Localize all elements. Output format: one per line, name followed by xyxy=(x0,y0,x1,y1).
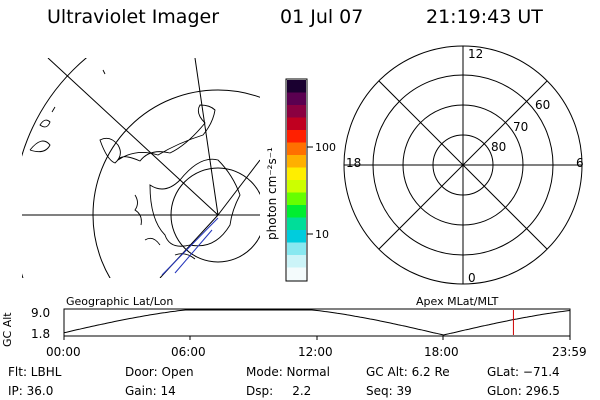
altitude-xtick-3: 18:00 xyxy=(424,345,459,359)
mlat-label-80: 80 xyxy=(491,140,507,154)
meridian-diagonal-1 xyxy=(47,58,219,216)
coastline-antarctica xyxy=(149,158,241,247)
coastline-fragments xyxy=(134,194,196,260)
status-ip: IP: 36.0 xyxy=(8,384,54,398)
mlt-label-6: 6 xyxy=(576,156,584,170)
instrument-title: Ultraviolet Imager xyxy=(47,6,220,28)
date-label: 01 Jul 07 xyxy=(280,6,364,28)
status-seq: Seq: 39 xyxy=(366,384,412,398)
time-label: 21:19:43 UT xyxy=(426,6,543,28)
colorbar-swatch xyxy=(287,92,306,106)
mlt-label-18: 18 xyxy=(346,156,362,170)
status-gc-alt: GC Alt: 6.2 Re xyxy=(366,365,450,379)
colorbar-swatch xyxy=(287,80,306,93)
mlt-label-0: 0 xyxy=(468,271,476,285)
mlt-label-12: 12 xyxy=(468,47,484,61)
altitude-ytick-max: 9.0 xyxy=(31,306,51,320)
altitude-xtick-2: 12:00 xyxy=(298,345,333,359)
status-glon: GLon: 296.5 xyxy=(487,384,560,398)
apex-caption: Apex MLat/MLT xyxy=(416,295,499,308)
status-gain: Gain: 14 xyxy=(125,384,176,398)
colorbar-swatch xyxy=(287,205,306,218)
colorbar-tick-label-100: 100 xyxy=(315,141,336,154)
coastline-islands xyxy=(99,69,121,164)
polar-diagonal-2 xyxy=(378,80,548,250)
colorbar-swatch xyxy=(287,192,306,206)
altitude-xtick-4: 23:59 xyxy=(552,345,587,359)
colorbar-swatch xyxy=(287,105,306,118)
altitude-xtick-1: 06:00 xyxy=(171,345,206,359)
altitude-axis-label: GC Alt xyxy=(1,312,14,347)
colorbar-swatch xyxy=(287,117,306,131)
status-dsp: Dsp: 2.2 xyxy=(246,384,312,398)
meridian-diagonal-2 xyxy=(194,58,219,216)
geographic-caption: Geographic Lat/Lon xyxy=(66,295,174,308)
colorbar-swatch xyxy=(287,142,306,156)
altitude-frame xyxy=(63,308,571,337)
altitude-x-ticks xyxy=(63,336,571,340)
mlat-label-70: 70 xyxy=(513,120,529,134)
colorbar-swatch xyxy=(287,130,306,143)
colorbar-swatch xyxy=(287,167,306,181)
colorbar-swatch xyxy=(287,255,306,268)
altitude-curve xyxy=(63,309,571,336)
mlat-label-60: 60 xyxy=(535,98,551,112)
colorbar-swatch xyxy=(287,180,306,193)
satellite-track-edge xyxy=(174,229,213,274)
coastline-antarctic-peninsula xyxy=(117,104,216,162)
status-glat: GLat: −71.4 xyxy=(487,365,560,379)
satellite-track xyxy=(161,217,219,276)
altitude-xtick-0: 00:00 xyxy=(46,345,81,359)
meridian-diagonal-4 xyxy=(217,159,260,216)
status-mode: Mode: Normal xyxy=(246,365,330,379)
status-flt: Flt: LBHL xyxy=(8,365,62,379)
colorbar-swatch xyxy=(287,242,306,256)
coastline-south-america xyxy=(29,106,56,153)
status-door: Door: Open xyxy=(125,365,194,379)
colorbar-swatch xyxy=(287,217,306,231)
colorbar-tick-label-10: 10 xyxy=(315,228,329,241)
altitude-ytick-min: 1.8 xyxy=(31,327,51,341)
colorbar-swatch xyxy=(287,267,306,281)
colorbar-swatch xyxy=(287,230,306,243)
colorbar-swatch xyxy=(287,155,306,168)
